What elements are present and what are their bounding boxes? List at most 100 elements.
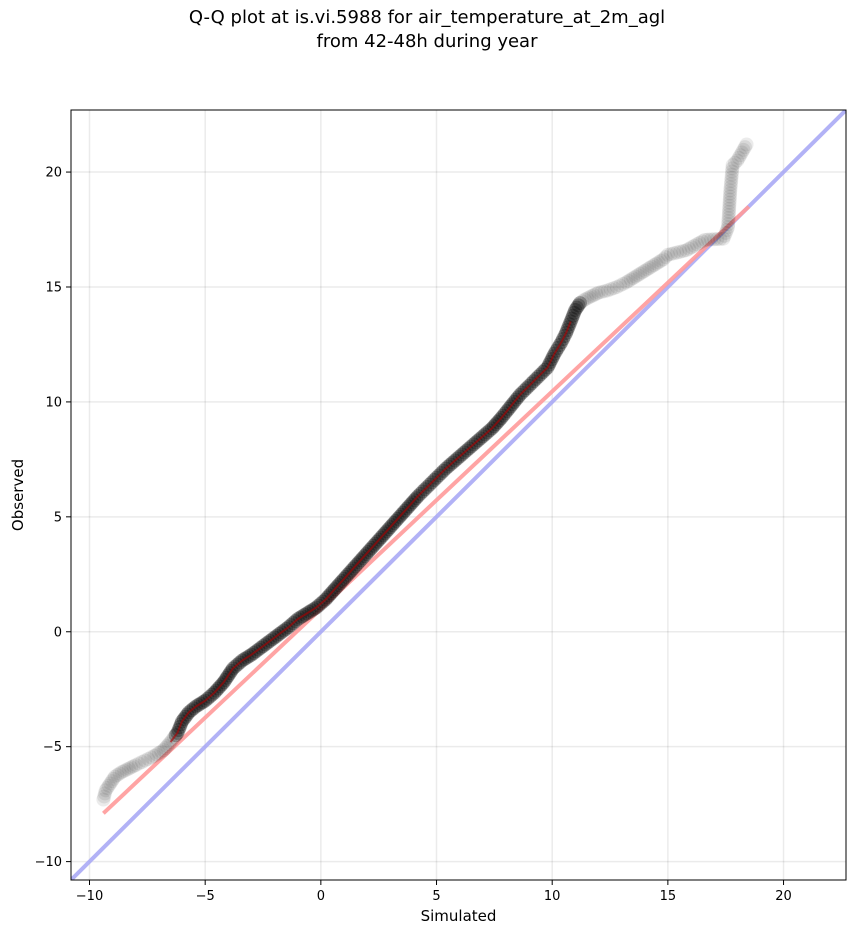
quantile-point [727,155,742,170]
quantile-point [134,755,149,770]
quantile-point [566,308,581,323]
quantile-point [733,148,748,163]
quantile-point [571,298,586,313]
quantile-point [687,238,702,253]
quantile-point [723,180,738,195]
grid-lines [71,110,846,880]
quantile-point [151,746,166,761]
fit-line [102,205,751,815]
quantile-point [594,284,609,299]
quantile-point [630,268,645,283]
quantile-point [110,768,125,783]
quantile-point [97,789,112,804]
x-tick-label: −5 [196,889,215,904]
quantile-point [96,792,111,807]
quantile-point [731,150,746,165]
quantile-point [141,751,156,766]
quantile-point [736,142,751,157]
quantile-point [697,232,712,247]
quantile-point [106,771,121,786]
quantile-point [739,137,754,152]
quantile-point [682,241,697,256]
quantile-point [606,281,621,296]
quantile-point [121,761,136,776]
quantile-point [723,186,738,201]
quantile-point [718,225,733,240]
quantile-point [651,255,666,270]
quantile-point [689,237,704,252]
quantile-point [722,195,737,210]
quantile-point [722,189,737,204]
quantile-point [725,161,740,176]
quantile-point [154,744,169,759]
quantile-point [734,145,749,160]
quantile-point [114,764,129,779]
quantile-point [584,289,599,304]
y-tick-label: 5 [54,510,62,525]
quantile-point [98,783,113,798]
quantile-point [128,758,143,773]
quantile-point [586,288,601,303]
quantile-point [649,256,664,271]
quantile-point [704,232,719,247]
quantile-point [633,266,648,281]
quantile-point [616,276,631,291]
quantile-point [112,766,127,781]
quantile-point [737,140,752,155]
quantile-point [621,273,636,288]
quantile-point [575,294,590,309]
quantile-point [707,232,722,247]
quantile-point [721,214,736,229]
quantile-point [721,220,736,235]
axis-ticks: −10 −5 0 5 10 15 20 −10 −5 0 5 10 15 20 [35,166,792,904]
quantile-point [679,243,694,258]
quantile-point [684,240,699,255]
quantile-point [577,292,592,307]
quantile-point [144,750,159,765]
quantile-point [104,774,119,789]
quantile-point [700,232,715,247]
quantile-point [147,748,162,763]
quantile-point [131,756,146,771]
quantile-point [609,279,624,294]
quantile-point [107,769,122,784]
quantile-point [579,291,594,306]
y-tick-label: −10 [35,855,62,870]
quantile-point [658,250,673,265]
quantile-point [646,258,661,273]
quantile-point [723,183,738,198]
chart-title-line-2: from 42-48h during year [316,31,538,52]
y-tick-label: 15 [45,280,62,295]
quantile-point [692,235,707,250]
quantile-point [722,198,737,213]
quantile-point [724,173,739,188]
quantile-point [695,234,710,249]
quantile-point [722,192,737,207]
quantile-point [117,763,132,778]
quantile-point [667,246,682,261]
quantile-point [103,776,118,791]
quantile-point [676,243,691,258]
y-axis-label: Observed [9,459,27,531]
quantile-point [160,739,175,754]
quantile-point [603,282,618,297]
reference-lines [71,110,846,880]
x-tick-label: 15 [660,889,677,904]
quantile-point [635,265,650,280]
quantile-point [564,311,579,326]
quantile-point [656,252,671,267]
quantile-point [719,223,734,238]
quantile-point [626,271,641,286]
quantile-point [640,262,655,277]
quantile-point [723,177,738,192]
y-tick-label: 20 [45,166,62,181]
quantile-point [623,272,638,287]
x-tick-label: −10 [76,889,103,904]
quantile-point [725,158,740,173]
quantile-point [716,231,731,246]
quantile-point [730,153,745,168]
quantile-point [642,261,657,276]
quantile-point [721,204,736,219]
quantile-point [591,285,606,300]
